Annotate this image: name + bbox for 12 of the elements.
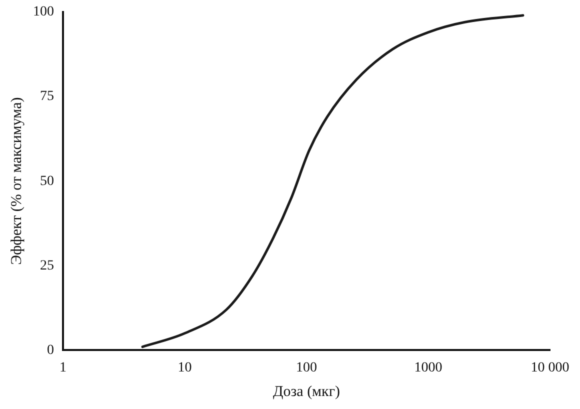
- y-tick-label: 0: [47, 342, 54, 358]
- x-tick-label: 1: [60, 360, 66, 376]
- x-tick-label: 1000: [414, 360, 442, 376]
- x-tick-label: 100: [296, 360, 317, 376]
- y-tick-label: 100: [33, 4, 54, 20]
- x-tick-label: 10: [178, 360, 192, 376]
- y-tick-label: 25: [40, 258, 54, 274]
- y-axis-title: Эффект (% от максимума): [8, 97, 25, 265]
- y-tick-label: 75: [40, 89, 54, 104]
- x-axis-title: Доза (мкг): [273, 384, 340, 400]
- x-tick-label: 10 000: [530, 360, 570, 376]
- y-tick-label: 50: [40, 174, 54, 189]
